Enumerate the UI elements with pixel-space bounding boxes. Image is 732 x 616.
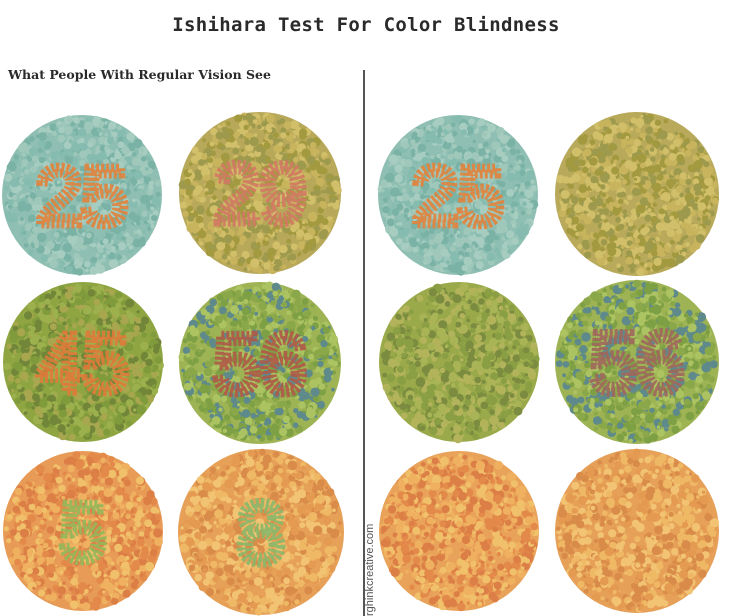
plate-right-1: 25 <box>377 115 539 276</box>
plate-number: 56 <box>214 317 306 410</box>
plate-number: 45 <box>37 318 128 409</box>
plate-dots <box>377 115 539 276</box>
plate-dots <box>3 115 162 276</box>
plate-right-3 <box>379 282 540 444</box>
plate-left-4: 56 <box>178 281 341 444</box>
plate-left-6: 8 <box>178 448 344 616</box>
plate-dots <box>3 283 164 441</box>
plate-number: 25 <box>36 151 127 242</box>
plate-number: 5 <box>60 487 106 578</box>
plate-dots <box>178 448 342 616</box>
plate-dots <box>556 113 720 276</box>
plate-number: 8 <box>237 486 284 581</box>
plate-right-2 <box>555 112 720 276</box>
plate-left-5: 5 <box>3 451 163 611</box>
plate-dots <box>3 451 163 611</box>
page-title: Ishihara Test For Color Blindness <box>172 14 560 36</box>
plate-dots <box>381 282 540 444</box>
plate-dots <box>380 452 540 612</box>
section-subtitle: What People With Regular Vision See <box>8 67 271 82</box>
plate-right-5 <box>379 451 540 612</box>
plate-dots <box>555 279 718 444</box>
plate-dots <box>178 112 342 275</box>
credit-watermark: rghinkcreative.com <box>364 523 376 616</box>
plate-left-3: 45 <box>3 282 164 442</box>
plate-left-1: 25 <box>2 115 162 276</box>
plate-dots <box>178 281 341 442</box>
plate-number: 29 <box>214 147 306 240</box>
plate-number: 25 <box>412 151 503 242</box>
plate-right-6 <box>555 448 720 613</box>
plate-number: 56 <box>590 316 683 410</box>
plate-left-2: 29 <box>178 112 342 275</box>
plate-dots <box>555 448 720 613</box>
panel-divider <box>363 70 365 616</box>
plate-right-4: 56 <box>555 279 719 444</box>
